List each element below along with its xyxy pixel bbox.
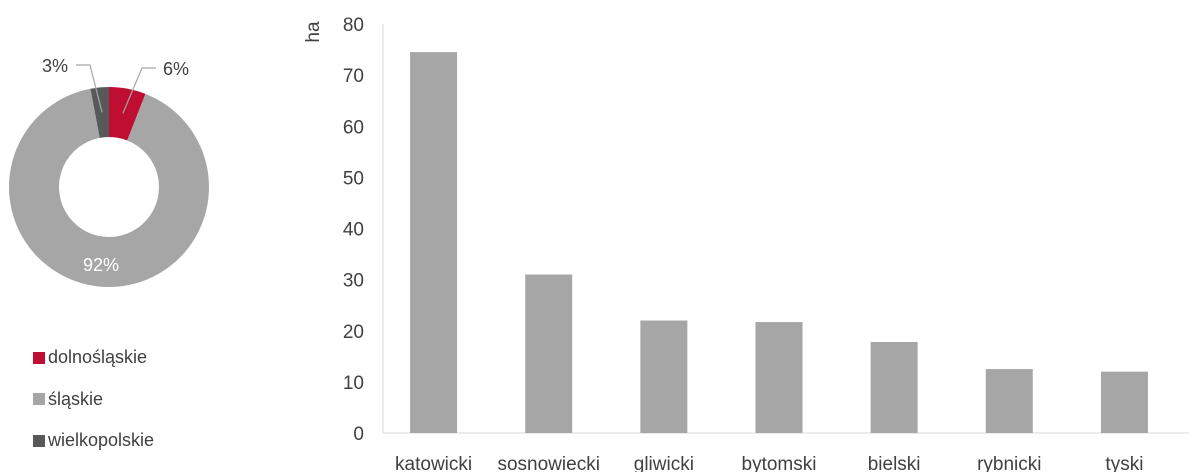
x-tick-label: rybnicki xyxy=(977,454,1041,472)
leader-line xyxy=(122,67,156,114)
legend-swatch xyxy=(33,351,45,364)
y-tick-label: 70 xyxy=(343,66,364,87)
legend-swatch xyxy=(33,434,45,447)
donut-legend: dolnośląskie śląskie wielkopolskie xyxy=(33,337,154,462)
legend-item-dolnoslaskie: dolnośląskie xyxy=(33,337,154,379)
x-tick-label: sosnowiecki xyxy=(497,454,599,472)
x-tick-label: tyski xyxy=(1105,454,1143,472)
legend-swatch xyxy=(33,393,45,406)
x-tick-label: gliwicki xyxy=(634,454,694,472)
y-tick-label: 10 xyxy=(343,373,364,394)
y-tick-label: 20 xyxy=(343,322,364,343)
y-tick-label: 0 xyxy=(353,424,364,445)
bar xyxy=(755,322,803,433)
bar-chart: 0 10 20 30 40 50 60 70 80 ha katowicki sosnowiecki g… xyxy=(303,15,1189,472)
legend-label: dolnośląskie xyxy=(48,347,148,368)
bar xyxy=(1100,371,1148,433)
y-tick-label: 80 xyxy=(343,15,364,36)
x-tick-label: katowicki xyxy=(395,454,472,472)
y-axis-label: ha xyxy=(303,21,324,43)
x-tick-label: bytomski xyxy=(742,454,817,472)
donut-slice xyxy=(109,87,146,141)
y-tick-label: 30 xyxy=(343,271,364,292)
bar xyxy=(640,320,688,433)
legend-label: śląskie xyxy=(48,388,104,409)
slice-label: 3% xyxy=(42,56,68,76)
slice-label: 6% xyxy=(163,59,189,79)
y-tick-label: 40 xyxy=(343,220,364,241)
y-tick-label: 50 xyxy=(343,168,364,189)
slice-label: 92% xyxy=(83,255,119,275)
bar xyxy=(410,52,458,434)
y-tick-label: 60 xyxy=(343,117,364,138)
legend-item-wielkopolskie: wielkopolskie xyxy=(33,420,154,462)
leader-line xyxy=(76,64,103,113)
legend-label: wielkopolskie xyxy=(48,430,155,451)
legend-item-slaskie: śląskie xyxy=(33,379,154,421)
x-tick-label: bielski xyxy=(868,454,921,472)
donut-chart: 6% 3% 92% xyxy=(8,56,209,287)
donut-slice xyxy=(90,87,109,138)
bar xyxy=(985,369,1033,433)
bar xyxy=(870,341,918,433)
donut-slice xyxy=(8,88,209,287)
bar xyxy=(525,274,573,433)
